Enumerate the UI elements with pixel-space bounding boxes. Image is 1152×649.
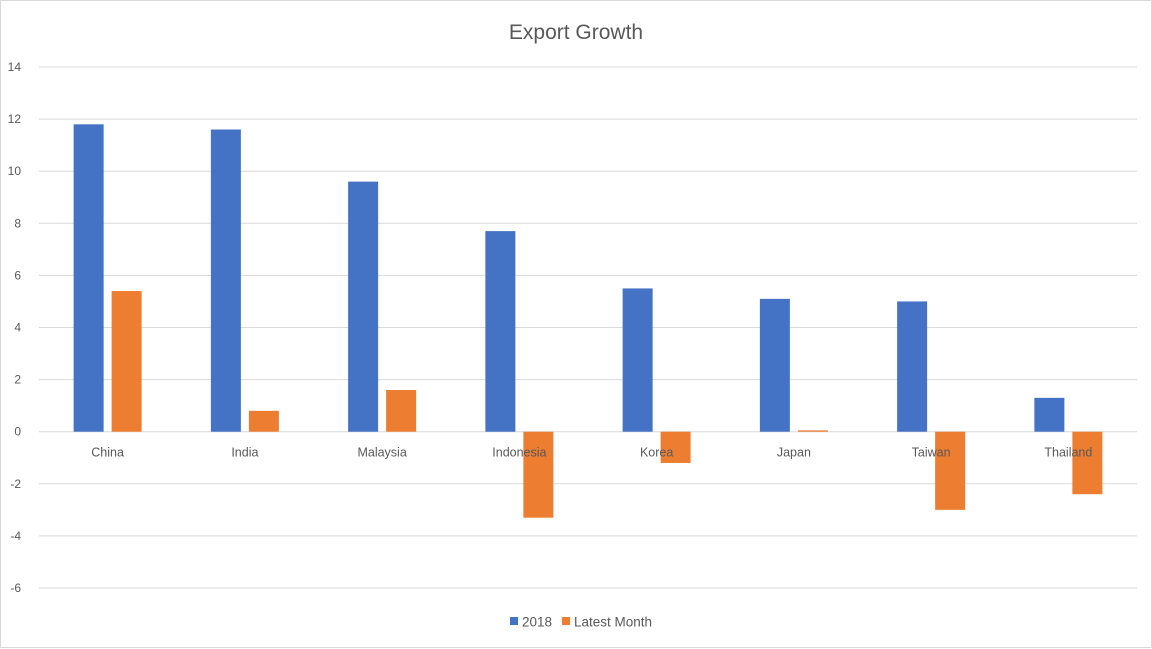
y-tick-label: 4 <box>14 321 21 335</box>
bar-series-2018-korea <box>622 288 653 432</box>
y-axis-tick-labels: 14 12 10 8 6 4 2 0 -2 -4 -6 <box>8 60 22 595</box>
category-label: Malaysia <box>357 446 406 460</box>
category-label: Thailand <box>1044 446 1092 460</box>
bar-series-2018-japan <box>759 298 790 432</box>
bars <box>73 124 1103 518</box>
bar-series-latest-month-japan <box>797 430 828 432</box>
y-tick-label: -2 <box>10 477 21 491</box>
category-label: Taiwan <box>912 446 951 460</box>
y-tick-label: -4 <box>10 529 21 543</box>
legend-label: Latest Month <box>574 615 652 630</box>
bar-series-latest-month-taiwan <box>935 431 966 510</box>
bar-series-2018-indonesia <box>485 231 516 432</box>
category-label: Korea <box>640 446 673 460</box>
bar-series-latest-month-malaysia <box>386 390 417 432</box>
category-labels: China India Malaysia Indonesia Korea Japan Tai… <box>91 446 1092 460</box>
legend: 2018 Latest Month <box>510 615 652 630</box>
bar-series-2018-india <box>210 129 241 432</box>
bar-series-2018-malaysia <box>348 181 379 432</box>
chart-title: Export Growth <box>509 21 643 44</box>
bar-series-2018-thailand <box>1034 397 1065 432</box>
bar-series-2018-china <box>73 124 104 432</box>
category-label: India <box>231 446 258 460</box>
bar-series-latest-month-india <box>248 410 279 432</box>
y-tick-label: 10 <box>8 164 22 178</box>
legend-swatch <box>510 617 518 625</box>
bar-series-latest-month-thailand <box>1072 431 1103 495</box>
legend-swatch <box>562 617 570 625</box>
gridlines <box>39 66 1137 589</box>
bar-series-latest-month-china <box>111 291 142 432</box>
y-tick-label: 0 <box>14 425 21 439</box>
legend-label: 2018 <box>522 615 552 630</box>
category-label: China <box>91 446 124 460</box>
y-tick-label: 2 <box>14 373 21 387</box>
y-tick-label: -6 <box>10 581 21 595</box>
y-tick-label: 8 <box>14 216 21 230</box>
bar-series-latest-month-indonesia <box>523 431 554 518</box>
category-label: Indonesia <box>492 446 546 460</box>
y-tick-label: 14 <box>8 60 22 74</box>
y-tick-label: 6 <box>14 268 21 282</box>
y-tick-label: 12 <box>8 112 22 126</box>
category-label: Japan <box>777 446 811 460</box>
bar-series-2018-taiwan <box>897 301 928 432</box>
bar-series-latest-month-korea <box>660 431 691 463</box>
